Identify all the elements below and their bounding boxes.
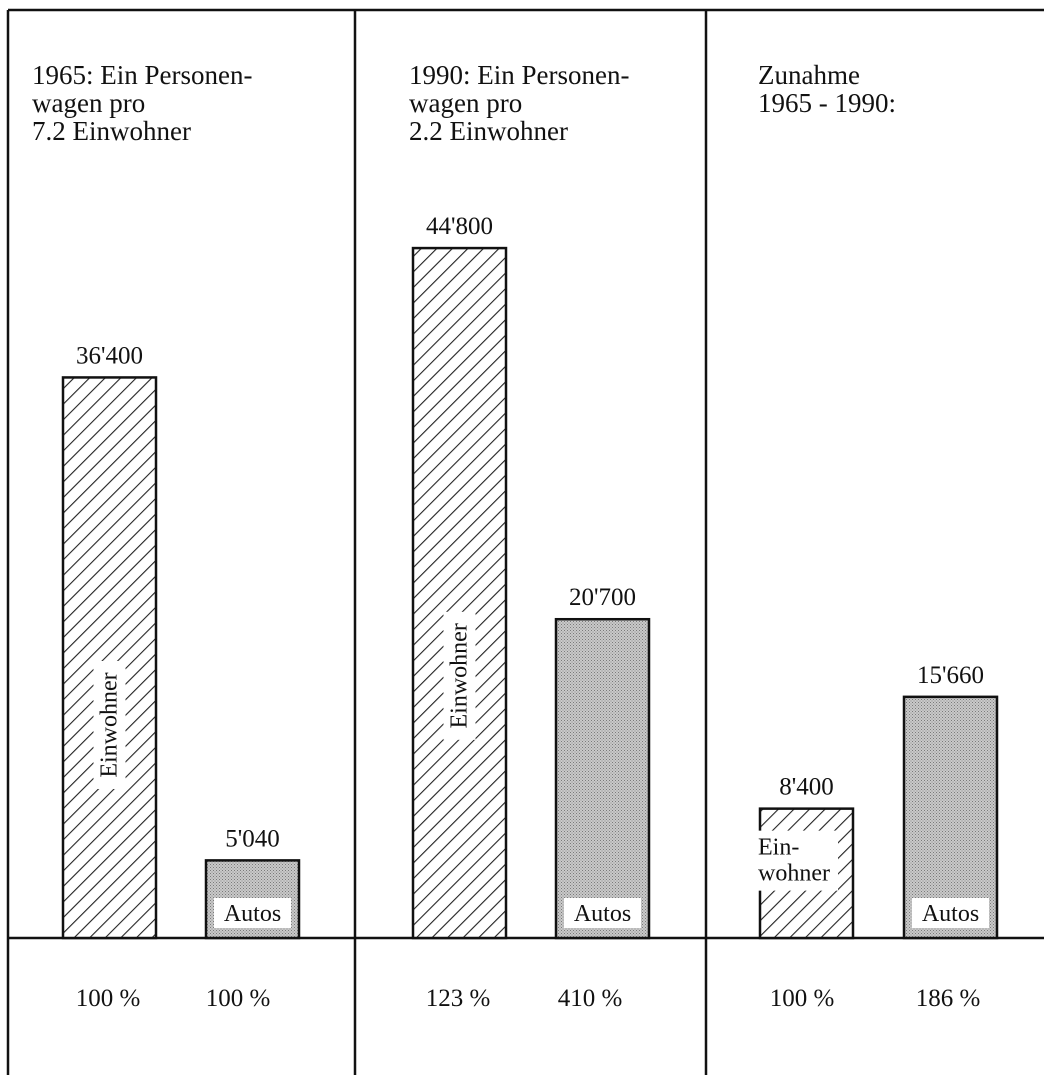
panel-2-heading: 1990: Ein Personen- wagen pro 2.2 Einwoh… bbox=[409, 60, 629, 146]
panel-3-einwohner-inner-label-line-1: Ein- bbox=[758, 835, 799, 861]
panel-2-autos-label-backdrop bbox=[564, 898, 641, 928]
panel-3-autos-label-backdrop bbox=[912, 898, 989, 928]
panel-3-einwohner-inner-label-line-2: wohner bbox=[758, 861, 830, 887]
panel-2-autos-inner-label: Autos bbox=[574, 901, 631, 927]
panel-1-einwohner-inner-label: Einwohner bbox=[97, 672, 123, 777]
panel-3-autos-bar bbox=[902, 695, 999, 940]
panel-1-einwohner-bar bbox=[61, 376, 158, 940]
panel-1-heading-line-3: 7.2 Einwohner bbox=[32, 116, 191, 146]
panel-1-heading-line-2: wagen pro bbox=[32, 88, 145, 118]
panel-2-autos-bar bbox=[554, 617, 651, 940]
bars-layer: 36'400 100 % Einwohner 5'040 100 % Autos 44'80… bbox=[61, 213, 999, 1012]
panel-2-einwohner-percent-label: 123 % bbox=[426, 985, 491, 1012]
panel-2-einwohner-bar bbox=[411, 246, 508, 940]
panel-3-heading-line-2: 1965 - 1990: bbox=[758, 88, 896, 118]
panel-3-einwohner-percent-label: 100 % bbox=[770, 985, 835, 1012]
panel-2-autos-value-label: 20'700 bbox=[569, 584, 636, 611]
panel-3-heading: Zunahme 1965 - 1990: bbox=[758, 60, 896, 118]
panel-2-einwohner-inner-label: Einwohner bbox=[447, 623, 473, 728]
panel-2-autos-percent-label: 410 % bbox=[558, 985, 623, 1012]
panel-1-autos-percent-label: 100 % bbox=[206, 985, 271, 1012]
panel-3-heading-line-1: Zunahme bbox=[758, 60, 860, 90]
panel-1-autos-inner-label: Autos bbox=[224, 901, 281, 927]
panel-2-einwohner-label-backdrop bbox=[443, 611, 476, 740]
panel-1-einwohner-label-backdrop bbox=[93, 660, 126, 789]
panel-1-einwohner-value-label: 36'400 bbox=[76, 342, 143, 369]
panel-3-autos-inner-label: Autos bbox=[922, 901, 979, 927]
panel-2-heading-line-2: wagen pro bbox=[409, 88, 522, 118]
panel-3-autos-value-label: 15'660 bbox=[917, 662, 984, 689]
panel-1-heading: 1965: Ein Personen- wagen pro 7.2 Einwoh… bbox=[32, 60, 252, 146]
panel-3-einwohner-label-backdrop bbox=[754, 830, 838, 891]
panel-2-heading-line-3: 2.2 Einwohner bbox=[409, 116, 568, 146]
panel-1-autos-value-label: 5'040 bbox=[225, 825, 280, 852]
panel-1-autos-label-backdrop bbox=[214, 898, 291, 928]
panel-2-einwohner-value-label: 44'800 bbox=[426, 213, 493, 240]
panel-1-einwohner-percent-label: 100 % bbox=[76, 985, 141, 1012]
panel-1-heading-line-1: 1965: Ein Personen- bbox=[32, 60, 252, 90]
panel-3-autos-percent-label: 186 % bbox=[916, 985, 981, 1012]
panel-2-heading-line-1: 1990: Ein Personen- bbox=[409, 60, 629, 90]
panel-3-einwohner-value-label: 8'400 bbox=[779, 774, 834, 801]
